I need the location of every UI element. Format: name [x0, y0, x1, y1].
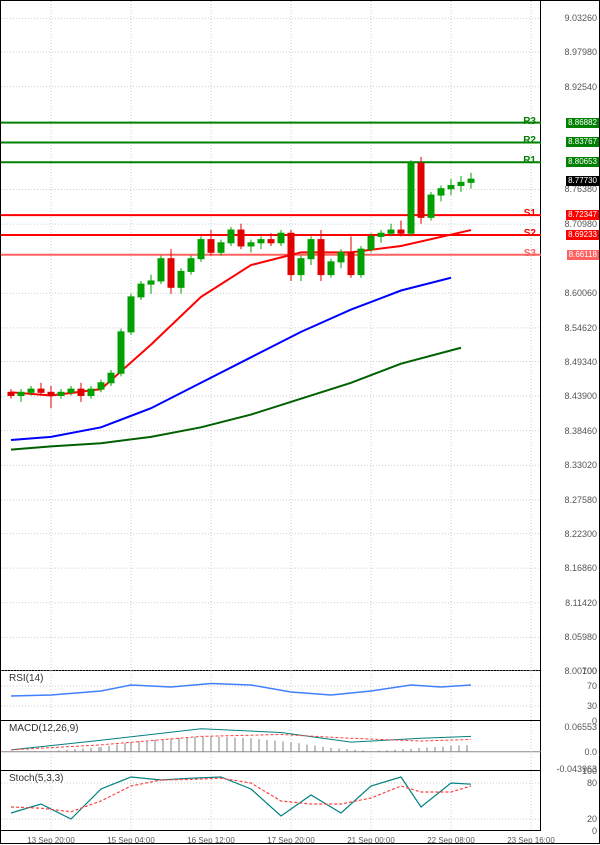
y-tick-label: 8.43900 — [564, 391, 597, 401]
y-tick-label: 9.03260 — [564, 13, 597, 23]
sr-label-R2: R2 — [523, 135, 536, 146]
rsi-svg — [1, 671, 541, 721]
rsi-panel[interactable]: RSI(14) — [1, 671, 541, 721]
sr-label-R3: R3 — [523, 116, 536, 127]
price-tag: 8.77730 — [566, 176, 599, 186]
stoch-tick: 100 — [582, 766, 597, 776]
y-tick-label: 8.27580 — [564, 495, 597, 505]
y-tick-label: 8.38460 — [564, 426, 597, 436]
price-tag: 8.66118 — [567, 250, 599, 260]
y-tick-label: 8.16860 — [564, 563, 597, 573]
price-tag: 8.86882 — [566, 118, 599, 128]
sr-label-S3: S3 — [524, 248, 536, 259]
chart-container: R3 R2 R1 S1 S2 S3 9.03260 8.97980 8.92540 8.7638… — [0, 0, 600, 844]
macd-y-axis: 0.065530.0-0.043963 — [541, 721, 599, 771]
stoch-svg — [1, 771, 541, 831]
price-y-axis: 9.03260 8.97980 8.92540 8.76380 8.70980 8.600… — [541, 1, 599, 671]
price-tag: 8.72347 — [566, 210, 599, 220]
stoch-tick: 20 — [587, 814, 597, 824]
macd-svg — [1, 721, 541, 771]
y-tick-label: 8.54620 — [564, 323, 597, 333]
y-tick-label: 8.22300 — [564, 529, 597, 539]
rsi-label: RSI(14) — [9, 673, 43, 684]
time-x-axis: 13 Sep 20:0015 Sep 04:0016 Sep 12:0017 S… — [1, 831, 541, 845]
y-tick-label: 8.11420 — [565, 598, 597, 608]
stoch-label: Stoch(5,3,3) — [9, 773, 63, 784]
y-tick-label: 8.05980 — [564, 632, 597, 642]
price-tag: 8.69233 — [566, 230, 599, 240]
rsi-tick: 30 — [587, 701, 597, 711]
stoch-y-axis: 10080200 — [541, 771, 599, 831]
sr-label-S2: S2 — [524, 228, 536, 239]
stoch-tick: 0 — [592, 826, 597, 836]
y-tick-label: 8.60060 — [564, 288, 597, 298]
y-tick-label: 8.76380 — [564, 184, 597, 194]
price-chart-svg — [1, 1, 541, 671]
y-tick-label: 8.97980 — [564, 47, 597, 57]
y-tick-label: 8.49340 — [564, 357, 597, 367]
main-price-chart[interactable]: R3 R2 R1 S1 S2 S3 — [1, 1, 541, 671]
sr-label-S1: S1 — [524, 208, 536, 219]
rsi-tick: 70 — [587, 681, 597, 691]
price-tag: 8.80653 — [566, 157, 599, 167]
macd-tick: 0.06553 — [564, 722, 597, 732]
y-tick-label: 8.33020 — [564, 460, 597, 470]
stoch-tick: 80 — [587, 778, 597, 788]
rsi-tick: 100 — [582, 666, 597, 676]
macd-label: MACD(12,26,9) — [9, 723, 78, 734]
macd-tick: 0.0 — [584, 747, 597, 757]
stoch-panel[interactable]: Stoch(5,3,3) — [1, 771, 541, 831]
rsi-y-axis: 10070300 — [541, 671, 599, 721]
y-tick-label: 8.70980 — [564, 219, 597, 229]
sr-label-R1: R1 — [523, 155, 536, 166]
y-tick-label: 8.92540 — [564, 82, 597, 92]
price-tag: 8.83767 — [566, 137, 599, 147]
macd-panel[interactable]: MACD(12,26,9) — [1, 721, 541, 771]
